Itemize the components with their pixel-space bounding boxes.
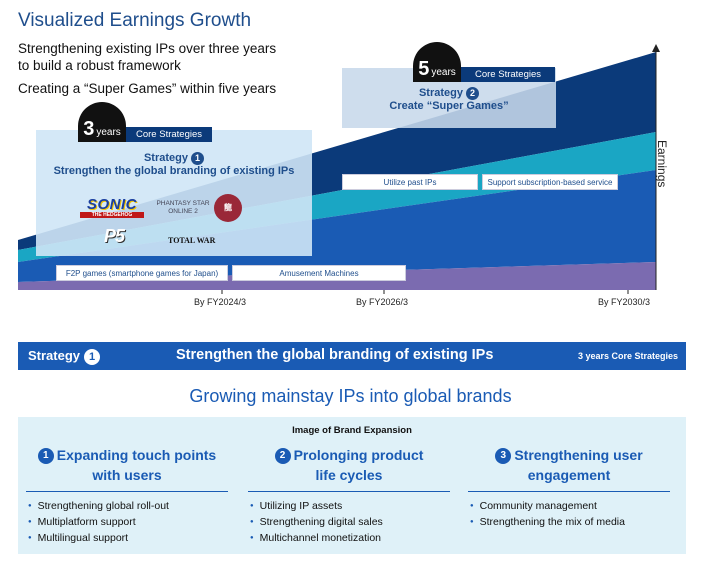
subtitle-line-2: to build a robust framework: [18, 58, 181, 73]
x-tick-fy2026: By FY2026/3: [356, 297, 409, 307]
band-title: Strengthen the global branding of existi…: [176, 347, 494, 363]
panel-title: Image of Brand Expansion: [292, 425, 412, 436]
y-axis-label: Earnings: [655, 140, 669, 188]
badge-3-years: 3 years Core Strategies: [78, 102, 213, 142]
band-strategy-label: Strategy 1: [28, 348, 101, 365]
list-item: Strengthening digital sales: [250, 514, 454, 530]
list-item: Utilizing IP assets: [250, 498, 454, 514]
y-axis-arrow: [652, 44, 660, 52]
list-item: Multiplatform support: [28, 514, 232, 530]
list-item: Strengthening the mix of media: [470, 514, 674, 530]
core-strategies-tag: Core Strategies: [126, 127, 213, 142]
past-ips-label: Utilize past IPs: [342, 174, 478, 190]
yakuza-logo: 龍: [214, 194, 242, 222]
list-item: Community management: [470, 498, 674, 514]
x-tick-fy2030: By FY2030/3: [598, 297, 651, 307]
amusement-label: Amusement Machines: [232, 265, 406, 281]
page-title: Visualized Earnings Growth: [18, 10, 252, 31]
brand-expansion-panel: Image of Brand Expansion 1 Expanding touc…: [18, 417, 686, 554]
badge-5-years: 5 years Core Strategies: [413, 42, 556, 82]
band-tag: 3 years Core Strategies: [577, 351, 678, 361]
strategy1-label: Strategy 1 Strengthen the global brandin…: [53, 152, 295, 177]
f2p-label: F2P games (smartphone games for Japan): [56, 265, 228, 281]
list-item: Multilingual support: [28, 530, 232, 546]
list-item: Multichannel monetization: [250, 530, 454, 546]
total-war-logo: TOTAL WAR: [168, 236, 216, 245]
subtitle-line-3: Creating a “Super Games” within five yea…: [18, 81, 277, 96]
strategy2-label: Strategy 2 Create “Super Games”: [389, 87, 509, 112]
subtitle-line-1: Strengthening existing IPs over three ye…: [18, 41, 277, 56]
sonic-logo: SONIC THE HEDGEHOG: [80, 196, 144, 218]
subscription-label: Support subscription-based service: [482, 174, 618, 190]
growing-heading: Growing mainstay IPs into global brands: [189, 386, 512, 406]
core-strategies-tag: Core Strategies: [461, 67, 556, 82]
strategy-band: Strategy 1 Strengthen the global branding…: [18, 342, 686, 370]
p5-logo: P5: [104, 226, 125, 246]
strategy1-box: [36, 130, 312, 256]
pso2-logo: PHANTASY STAR ONLINE 2: [156, 200, 210, 215]
list-item: Strengthening global roll-out: [28, 498, 232, 514]
x-tick-fy2024: By FY2024/3: [194, 297, 247, 307]
